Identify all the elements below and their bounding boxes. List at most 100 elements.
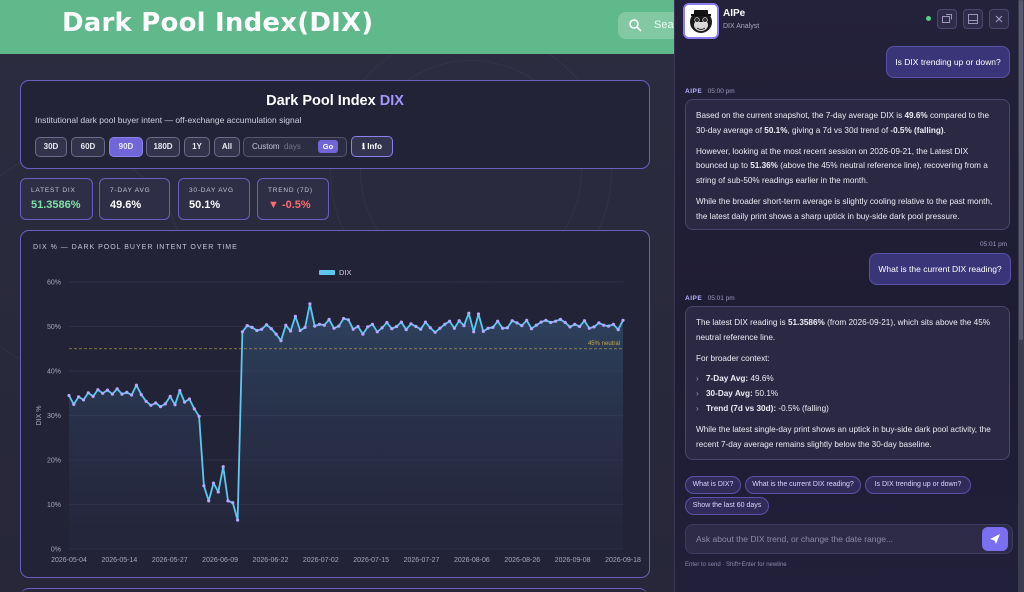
text-bold: 30-Day Avg: <box>706 389 753 399</box>
x-tick-label: 2026-07-15 <box>353 557 389 564</box>
data-point <box>192 407 196 411</box>
popout-button[interactable] <box>937 9 957 29</box>
suggestion-chip[interactable]: Is DIX trending up or down? <box>865 476 971 494</box>
info-button[interactable]: ℹ Info <box>351 136 393 157</box>
data-point <box>86 391 90 395</box>
send-button[interactable] <box>982 527 1008 551</box>
custom-range-box: Custom days Go <box>243 137 347 157</box>
data-point <box>226 499 230 503</box>
y-tick-label: 60% <box>47 280 61 287</box>
scrollbar-thumb[interactable] <box>1019 0 1023 340</box>
data-point <box>462 324 466 328</box>
list-item: 7-Day Avg: 49.6% <box>696 372 999 387</box>
text-run: -0.5% (falling) <box>776 403 829 413</box>
data-point <box>346 318 350 322</box>
data-point <box>476 312 481 316</box>
text-run: . <box>943 125 946 135</box>
message-time: 05:01 pm <box>707 295 735 302</box>
data-point <box>139 393 143 397</box>
data-point <box>582 319 587 323</box>
custom-days-input[interactable]: days <box>284 142 301 151</box>
scrollbar[interactable] <box>1018 0 1024 592</box>
stat-label: 30-DAY AVG <box>189 187 234 194</box>
text-run: , giving a 7d vs 30d trend of <box>787 125 891 135</box>
data-point <box>173 403 177 407</box>
data-point <box>409 322 413 326</box>
go-button[interactable]: Go <box>318 140 338 153</box>
text-bold: 49.6% <box>904 111 928 120</box>
data-point <box>313 324 317 328</box>
data-point <box>130 393 134 397</box>
data-point <box>539 320 543 324</box>
text-run: However, looking at the most recent sess… <box>696 146 969 171</box>
search-placeholder: Sea <box>654 19 674 31</box>
data-point <box>452 326 456 330</box>
data-point <box>105 388 110 392</box>
data-point <box>592 325 596 329</box>
data-point <box>611 322 616 326</box>
data-point <box>505 326 509 330</box>
chat-input[interactable]: Ask about the DIX trend, or change the d… <box>685 524 1013 554</box>
stat-trend-7d: TREND (7D) ▼ -0.5% <box>257 178 329 220</box>
data-point <box>342 316 346 321</box>
data-point <box>144 399 148 403</box>
range-button-30d[interactable]: 30D <box>35 137 67 157</box>
y-tick-label: 50% <box>47 324 61 331</box>
suggestion-chip[interactable]: What is DIX? <box>685 476 741 494</box>
data-point <box>211 481 216 485</box>
dix-line-chart: 0% 10% 20% 30% 40% 50% 60% DIX % 2026-05-04 2026-… <box>36 268 641 564</box>
suggestion-chip[interactable]: What is the current DIX reading? <box>745 476 861 494</box>
page-title: Dark Pool Index(DIX) <box>62 8 374 38</box>
dashboard-area: Dark Pool Index(DIX) Dark Pool Index DIX… <box>0 0 674 592</box>
data-point <box>467 311 471 315</box>
user-message: Is DIX trending up or down? <box>886 46 1010 78</box>
chart-card: DIX % — DARK POOL BUYER INTENT OVER TIME… <box>20 230 650 578</box>
data-point <box>298 328 302 333</box>
data-point <box>448 319 452 323</box>
input-hint: Enter to send · Shift+Enter for newline <box>685 562 787 568</box>
data-point <box>472 330 476 334</box>
dock-button[interactable] <box>963 9 983 29</box>
data-point <box>120 392 124 396</box>
data-point <box>207 499 211 503</box>
range-button-90d[interactable]: 90D <box>109 137 143 157</box>
x-tick-label: 2026-09-18 <box>605 557 641 564</box>
assistant-role: DIX Analyst <box>723 23 760 30</box>
monkey-avatar-icon <box>685 5 717 37</box>
search-icon <box>629 19 642 32</box>
sender-name: AIPE <box>685 295 703 302</box>
data-point <box>525 318 529 322</box>
range-button-60d[interactable]: 60D <box>71 137 105 157</box>
text-run: 50.1% <box>752 389 779 399</box>
data-point <box>289 329 293 333</box>
stat-value: 51.3586% <box>31 199 81 211</box>
index-card: Dark Pool Index DIX Institutional dark p… <box>20 80 650 169</box>
data-point <box>428 326 432 330</box>
data-point <box>327 317 331 321</box>
top-bar: Dark Pool Index(DIX) <box>0 0 674 54</box>
x-tick-label: 2026-06-22 <box>253 557 289 564</box>
range-button-1y[interactable]: 1Y <box>184 137 210 157</box>
data-point <box>67 393 71 398</box>
data-point <box>438 326 442 330</box>
close-button[interactable] <box>989 9 1009 29</box>
data-point <box>236 518 240 522</box>
range-button-180d[interactable]: 180D <box>146 137 180 157</box>
data-point <box>568 325 572 329</box>
message-paragraph: Based on the current snapshot, the 7-day… <box>696 109 999 139</box>
message-paragraph: However, looking at the most recent sess… <box>696 145 999 189</box>
data-point <box>578 324 582 329</box>
text-bold: 7-Day Avg: <box>706 374 749 384</box>
stat-7-day-avg: 7-DAY AVG 49.6% <box>99 178 170 220</box>
data-point <box>544 318 548 322</box>
data-point <box>390 327 394 331</box>
data-point <box>149 403 153 407</box>
list-item: 30-Day Avg: 50.1% <box>696 387 999 402</box>
suggestion-chip[interactable]: Show the last 60 days <box>685 497 769 515</box>
x-tick-label: 2026-05-27 <box>152 557 188 564</box>
range-button-all[interactable]: All <box>214 137 240 157</box>
online-status-dot <box>926 16 931 21</box>
data-point <box>96 388 100 392</box>
bullet-list: 7-Day Avg: 49.6% 30-Day Avg: 50.1% Trend… <box>696 372 999 416</box>
data-point <box>554 319 558 323</box>
